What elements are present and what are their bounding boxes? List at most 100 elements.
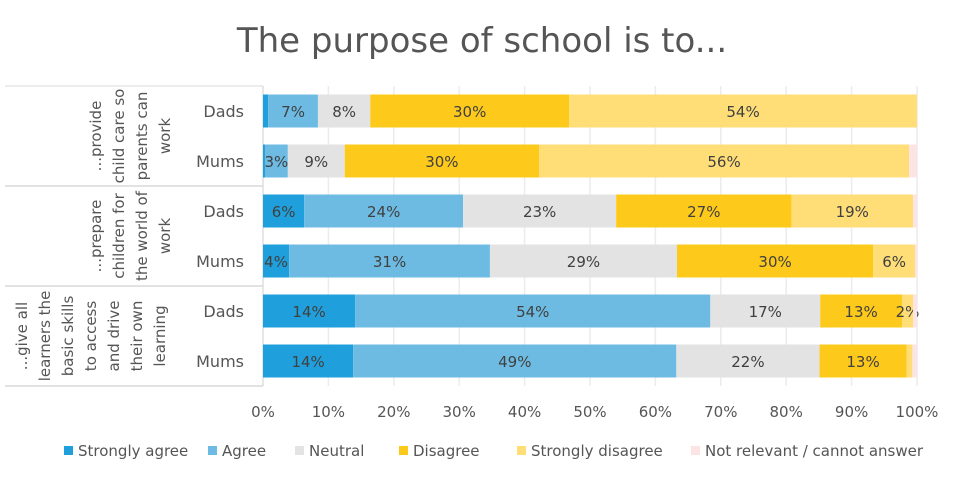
bar-segment [819,344,907,378]
bar-segment [569,94,917,128]
data-label: 23% [523,203,556,221]
bar-segment [913,194,917,228]
group-label: child care so [110,89,128,184]
row-label: Dads [203,202,244,221]
bar-segment [901,294,914,328]
data-label: 54% [516,303,549,321]
legend-swatch [208,446,217,455]
bar-segment [912,344,917,378]
bar-segment [463,194,617,228]
bar-segment [676,344,820,378]
bar-segment [263,144,265,178]
legend-swatch [517,446,526,455]
legend-label: Strongly disagree [531,442,663,460]
data-label: 17% [749,303,782,321]
x-tick-label: 70% [704,403,737,421]
bar-segment [906,344,913,378]
x-tick-label: 30% [443,403,476,421]
data-label: 14% [292,303,325,321]
bar-segment [913,294,917,328]
group-label: ...provide [87,101,105,172]
bar-segment [370,94,570,128]
data-label: 30% [425,153,458,171]
bar-segment [909,144,917,178]
x-tick-label: 10% [312,403,345,421]
data-label: 24% [367,203,400,221]
group-label: to access [82,301,100,372]
legend-label: Neutral [309,442,364,460]
group-label: and drive [105,301,123,372]
group-label: work [156,118,174,155]
bar-segment [264,144,288,178]
x-tick-label: 80% [770,403,803,421]
bar-segment [873,244,916,278]
row-label: Mums [196,352,244,371]
group-label: ...give all [13,302,31,370]
x-tick-label: 60% [639,403,672,421]
data-label: 8% [332,103,356,121]
bar-segment [263,194,305,228]
data-label: 27% [687,203,720,221]
row-label: Mums [196,252,244,271]
data-label: 19% [836,203,869,221]
group-label: parents can [133,92,151,181]
bar-segment [268,94,318,128]
x-tick-label: 40% [508,403,541,421]
row-label: Dads [203,102,244,121]
bar-segment [289,244,490,278]
bar-segment [820,294,902,328]
data-label: 30% [758,253,791,271]
group-label: work [156,218,174,255]
bar-segment [710,294,821,328]
data-label: 30% [453,103,486,121]
data-label: 9% [304,153,328,171]
bar-segment [263,344,354,378]
x-tick-label: 50% [573,403,606,421]
row-label: Mums [196,152,244,171]
data-label: 6% [272,203,296,221]
group-label: children for [110,192,128,278]
bar-segment [263,244,290,278]
legend-swatch [295,446,304,455]
data-label: 4% [264,253,288,271]
bar-segment [676,244,874,278]
group-label: their own [128,301,146,372]
legend-label: Not relevant / cannot answer [705,442,924,460]
data-label: 29% [567,253,600,271]
bar-segment [915,244,917,278]
group-label: basic skills [59,296,77,377]
legend-label: Disagree [413,442,480,460]
bar-segment [304,194,464,228]
x-tick-label: 100% [896,403,939,421]
group-label: the world of [133,190,151,281]
group-label: ...prepare [87,200,105,273]
legend-label: Strongly agree [78,442,188,460]
bar-segment [355,294,711,328]
legend-label: Agree [222,442,266,460]
data-label: 3% [265,153,289,171]
row-label: Dads [203,302,244,321]
group-label: learning [151,305,169,366]
data-label: 14% [291,353,324,371]
bar-segment [263,94,269,128]
bar-segment [287,144,345,178]
data-label: 31% [373,253,406,271]
bar-segment [344,144,539,178]
data-label: 6% [882,253,906,271]
x-tick-label: 0% [251,403,275,421]
bar-segment [317,94,371,128]
bar-segment [353,344,677,378]
legend-swatch [399,446,408,455]
data-label: 54% [726,103,759,121]
bar-segment [616,194,792,228]
x-tick-label: 20% [377,403,410,421]
group-label: learners the [36,291,54,382]
data-label: 13% [844,303,877,321]
legend-swatch [691,446,700,455]
data-label: 13% [846,353,879,371]
bar-segment [263,294,356,328]
x-tick-label: 90% [835,403,868,421]
bar-segment [791,194,914,228]
data-label: 22% [731,353,764,371]
